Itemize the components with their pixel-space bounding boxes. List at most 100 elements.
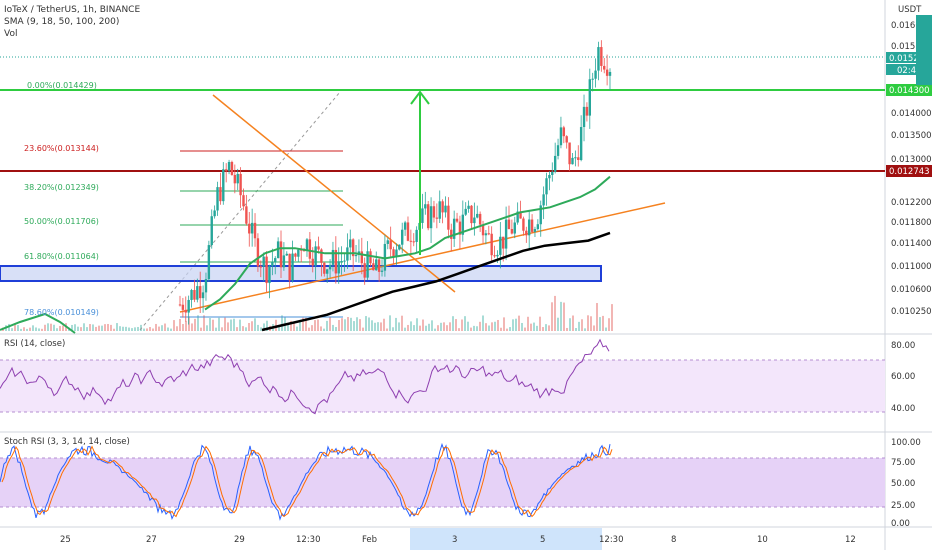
candle-body[interactable] xyxy=(545,178,548,195)
candle-body[interactable] xyxy=(476,213,479,218)
candle-body[interactable] xyxy=(233,174,237,184)
candle-body[interactable] xyxy=(210,216,213,246)
candle-body[interactable] xyxy=(579,127,583,160)
candle-body[interactable] xyxy=(187,299,190,313)
candle-body[interactable] xyxy=(204,279,208,293)
candle-body[interactable] xyxy=(548,174,551,179)
candle-body[interactable] xyxy=(403,222,407,230)
candle-body[interactable] xyxy=(395,249,398,258)
candle-body[interactable] xyxy=(452,218,456,239)
candle-body[interactable] xyxy=(470,205,473,224)
candle-body[interactable] xyxy=(504,219,508,249)
candle-body[interactable] xyxy=(328,264,332,270)
candle-body[interactable] xyxy=(527,219,531,236)
candle-body[interactable] xyxy=(282,255,286,268)
candle-body[interactable] xyxy=(392,249,395,258)
vol-legend[interactable]: Vol xyxy=(4,29,17,39)
candle-body[interactable] xyxy=(320,249,323,263)
support-box[interactable] xyxy=(0,265,602,282)
candle-body[interactable] xyxy=(265,256,268,284)
candle-body[interactable] xyxy=(522,218,525,231)
candle-body[interactable] xyxy=(311,258,314,266)
candle-body[interactable] xyxy=(441,201,444,213)
candle-body[interactable] xyxy=(429,206,433,229)
candle-body[interactable] xyxy=(478,213,482,225)
candle-body[interactable] xyxy=(559,127,563,146)
candle-body[interactable] xyxy=(349,239,352,248)
candle-body[interactable] xyxy=(334,249,338,274)
candle-body[interactable] xyxy=(245,206,248,224)
candle-body[interactable] xyxy=(401,229,404,245)
candle-body[interactable] xyxy=(484,233,488,236)
candle-body[interactable] xyxy=(386,240,389,244)
candle-body[interactable] xyxy=(268,266,271,284)
symbol-line[interactable]: IoTeX / TetherUS, 1h, BINANCE xyxy=(4,5,140,15)
candle-body[interactable] xyxy=(467,205,470,209)
candle-body[interactable] xyxy=(455,218,459,222)
candle-body[interactable] xyxy=(605,69,609,76)
candle-body[interactable] xyxy=(412,241,415,243)
candle-body[interactable] xyxy=(248,223,251,234)
candle-body[interactable] xyxy=(340,261,343,263)
candle-body[interactable] xyxy=(499,236,502,255)
candle-body[interactable] xyxy=(588,79,591,116)
candle-body[interactable] xyxy=(317,246,320,250)
candle-body[interactable] xyxy=(565,136,568,143)
candle-body[interactable] xyxy=(190,290,193,300)
candle-body[interactable] xyxy=(288,253,291,281)
candle-body[interactable] xyxy=(458,221,462,235)
candle-body[interactable] xyxy=(279,241,283,268)
candle-body[interactable] xyxy=(305,239,309,251)
candle-body[interactable] xyxy=(426,204,430,229)
candle-body[interactable] xyxy=(242,195,245,207)
candle-body[interactable] xyxy=(184,309,187,313)
candle-body[interactable] xyxy=(181,304,185,310)
candle-body[interactable] xyxy=(219,187,222,202)
candle-body[interactable] xyxy=(199,286,202,299)
candle-body[interactable] xyxy=(424,204,427,209)
candle-body[interactable] xyxy=(536,224,540,230)
candle-body[interactable] xyxy=(274,258,277,263)
candle-body[interactable] xyxy=(473,217,476,224)
candle-body[interactable] xyxy=(285,253,288,256)
candle-body[interactable] xyxy=(337,261,340,274)
candle-body[interactable] xyxy=(230,161,234,175)
candle-body[interactable] xyxy=(438,201,441,219)
candle-body[interactable] xyxy=(259,266,263,268)
candle-body[interactable] xyxy=(539,205,542,225)
candle-body[interactable] xyxy=(343,260,346,262)
candle-body[interactable] xyxy=(444,205,447,213)
candle-body[interactable] xyxy=(493,255,496,257)
candle-body[interactable] xyxy=(513,222,516,234)
candle-body[interactable] xyxy=(487,233,490,235)
stoch-title[interactable]: Stoch RSI (3, 3, 14, 14, close) xyxy=(4,437,130,447)
candle-body[interactable] xyxy=(556,145,560,156)
candle-body[interactable] xyxy=(603,65,606,70)
candle-body[interactable] xyxy=(582,106,586,128)
candle-body[interactable] xyxy=(366,251,369,278)
ascending-trend-line[interactable] xyxy=(179,202,666,313)
candle-body[interactable] xyxy=(502,236,505,249)
candle-body[interactable] xyxy=(372,263,375,271)
candle-body[interactable] xyxy=(608,71,612,76)
candle-body[interactable] xyxy=(542,194,545,206)
candle-body[interactable] xyxy=(421,208,424,223)
candle-body[interactable] xyxy=(562,127,566,137)
candle-body[interactable] xyxy=(533,229,537,232)
candle-body[interactable] xyxy=(271,262,274,267)
candle-body[interactable] xyxy=(325,269,329,274)
candle-body[interactable] xyxy=(600,47,603,66)
candle-body[interactable] xyxy=(516,211,519,223)
candle-body[interactable] xyxy=(597,47,600,71)
candle-body[interactable] xyxy=(236,173,239,184)
candle-body[interactable] xyxy=(216,187,219,211)
candle-body[interactable] xyxy=(464,208,467,215)
candle-body[interactable] xyxy=(398,244,401,250)
candle-body[interactable] xyxy=(507,219,511,230)
rsi-title[interactable]: RSI (14, close) xyxy=(4,339,65,349)
candle-body[interactable] xyxy=(551,171,554,175)
candle-body[interactable] xyxy=(323,262,326,274)
candle-body[interactable] xyxy=(415,229,418,242)
candle-body[interactable] xyxy=(207,245,211,280)
candle-body[interactable] xyxy=(375,259,378,271)
